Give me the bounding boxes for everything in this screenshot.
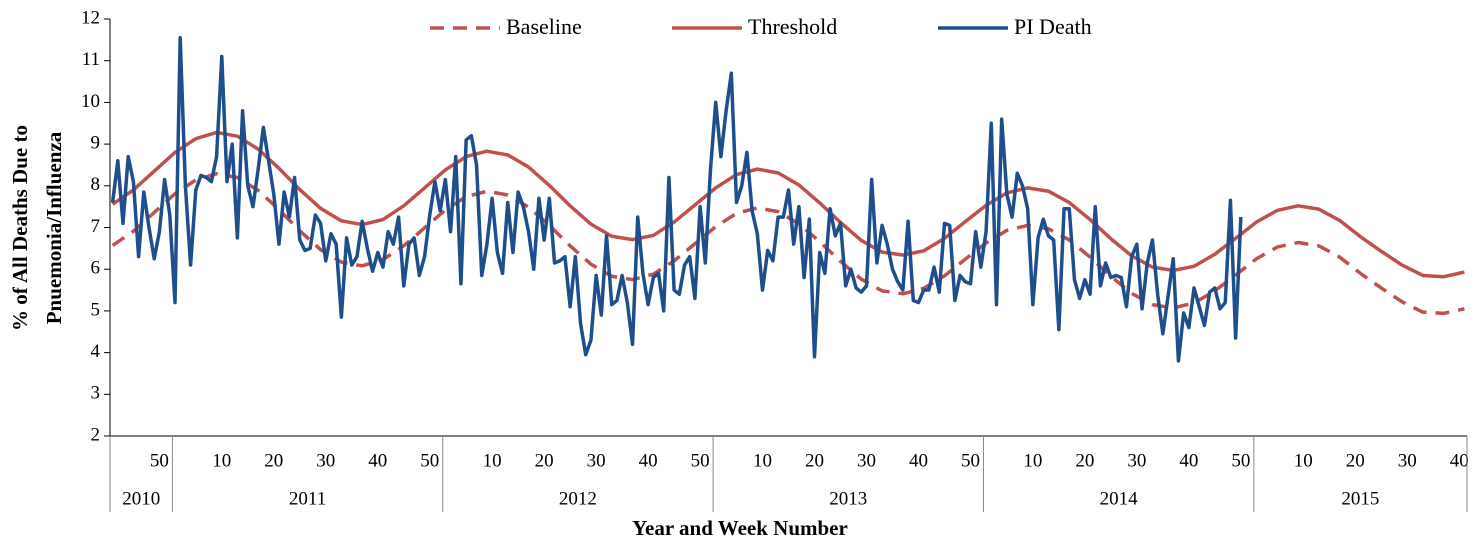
- y-axis-title-line: % of All Deaths Due to: [8, 125, 32, 331]
- y-tick-label: 2: [91, 424, 101, 445]
- x-tick-label: 40: [368, 450, 387, 471]
- x-tick-label: 10: [1294, 450, 1313, 471]
- year-label: 2012: [559, 488, 597, 509]
- x-tick-label: 40: [1179, 450, 1198, 471]
- x-tick-label: 10: [483, 450, 502, 471]
- y-tick-label: 8: [91, 174, 101, 195]
- x-tick-label: 40: [639, 450, 658, 471]
- x-tick-label: 20: [535, 450, 554, 471]
- x-tick-label: 30: [1398, 450, 1417, 471]
- x-tick-label: 30: [1127, 450, 1146, 471]
- x-tick-label: 50: [691, 450, 710, 471]
- x-tick-label: 40: [909, 450, 928, 471]
- x-tick-label: 40: [1450, 450, 1469, 471]
- series-line: [110, 36, 1243, 363]
- x-tick-label: 20: [264, 450, 283, 471]
- y-tick-label: 6: [91, 258, 101, 279]
- year-label: 2013: [829, 488, 867, 509]
- x-tick-label: 10: [1023, 450, 1042, 471]
- y-tick-label: 10: [81, 91, 100, 112]
- x-tick-label: 10: [212, 450, 231, 471]
- x-tick-label: 30: [316, 450, 335, 471]
- y-axis-title-line: Pnuemonia/Influenza: [42, 131, 66, 324]
- legend-label: Baseline: [506, 14, 582, 39]
- x-tick-label: 50: [1231, 450, 1250, 471]
- x-tick-label: 30: [857, 450, 876, 471]
- year-label: 2014: [1100, 488, 1139, 509]
- x-tick-label: 30: [587, 450, 606, 471]
- x-tick-label: 10: [753, 450, 772, 471]
- x-tick-label: 20: [1075, 450, 1094, 471]
- x-tick-label: 20: [1346, 450, 1365, 471]
- y-tick-label: 3: [91, 383, 101, 404]
- y-tick-label: 4: [91, 341, 101, 362]
- x-tick-label: 50: [961, 450, 980, 471]
- legend-label: Threshold: [748, 14, 837, 39]
- legend-label: PI Death: [1014, 14, 1092, 39]
- y-axis-title: % of All Deaths Due to Pnuemonia/Influen…: [8, 125, 66, 331]
- year-label: 2010: [122, 488, 160, 509]
- x-tick-label: 20: [805, 450, 824, 471]
- x-tick-label: 50: [420, 450, 439, 471]
- year-label: 2015: [1341, 488, 1379, 509]
- x-axis-title: Year and Week Number: [632, 516, 848, 540]
- y-tick-label: 9: [91, 132, 101, 153]
- y-tick-label: 11: [82, 49, 100, 70]
- y-tick-label: 7: [91, 216, 101, 237]
- y-tick-label: 12: [81, 7, 100, 28]
- y-tick-label: 5: [91, 299, 101, 320]
- year-label: 2011: [289, 488, 326, 509]
- x-tick-label: 50: [150, 450, 169, 471]
